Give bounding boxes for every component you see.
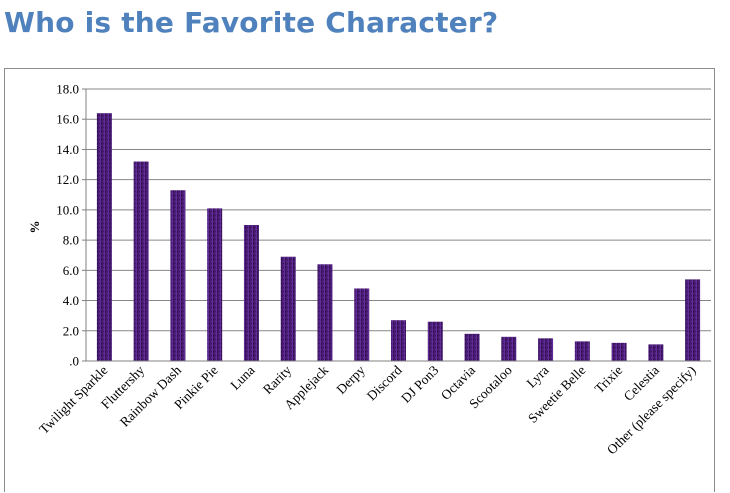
y-tick-label: 14.0 xyxy=(56,142,79,157)
x-category-label: Trixie xyxy=(592,363,626,397)
chart-area: .0 2.0 4.0 6.0 8.0 10.0 12.0 14.0 16.0 18.0 Twili… xyxy=(4,68,715,492)
gridlines xyxy=(82,88,711,362)
bar xyxy=(96,113,112,361)
y-tick-label: 18.0 xyxy=(56,82,79,97)
y-axis-tick-labels: .0 2.0 4.0 6.0 8.0 10.0 12.0 14.0 16.0 18.0 xyxy=(56,82,79,369)
bar xyxy=(574,341,590,361)
bar xyxy=(685,279,701,361)
x-category-label: Lyra xyxy=(524,363,552,391)
axes xyxy=(85,89,711,362)
bar xyxy=(648,344,664,361)
bar xyxy=(280,256,296,361)
y-tick-label: 4.0 xyxy=(63,293,79,308)
bar xyxy=(170,190,186,361)
bar xyxy=(464,333,480,361)
bar xyxy=(317,264,333,361)
y-axis-title: % xyxy=(27,221,42,234)
y-tick-label: 10.0 xyxy=(56,202,79,217)
bar xyxy=(354,288,370,361)
bar xyxy=(501,336,517,361)
x-category-label: Luna xyxy=(227,363,257,393)
y-tick-label: 2.0 xyxy=(63,323,79,338)
x-category-label: Derpy xyxy=(333,362,368,397)
y-tick-label: 12.0 xyxy=(56,172,79,187)
bar xyxy=(611,342,627,361)
bar xyxy=(133,161,149,361)
bar-chart: .0 2.0 4.0 6.0 8.0 10.0 12.0 14.0 16.0 18.0 Twili… xyxy=(27,82,711,457)
bar xyxy=(538,338,554,361)
y-tick-label: 16.0 xyxy=(56,112,79,127)
page-title: Who is the Favorite Character? xyxy=(4,6,499,39)
bar xyxy=(243,225,259,361)
x-category-label: Rarity xyxy=(260,362,295,397)
y-tick-label: 6.0 xyxy=(63,263,79,278)
bar xyxy=(391,320,406,361)
bars xyxy=(96,113,701,361)
bar xyxy=(207,208,223,361)
y-tick-label: .0 xyxy=(69,354,79,369)
bar xyxy=(427,321,443,361)
y-tick-label: 8.0 xyxy=(63,233,79,248)
x-category-label: DJ Pon3 xyxy=(398,362,441,405)
x-category-label: Discord xyxy=(364,362,405,403)
